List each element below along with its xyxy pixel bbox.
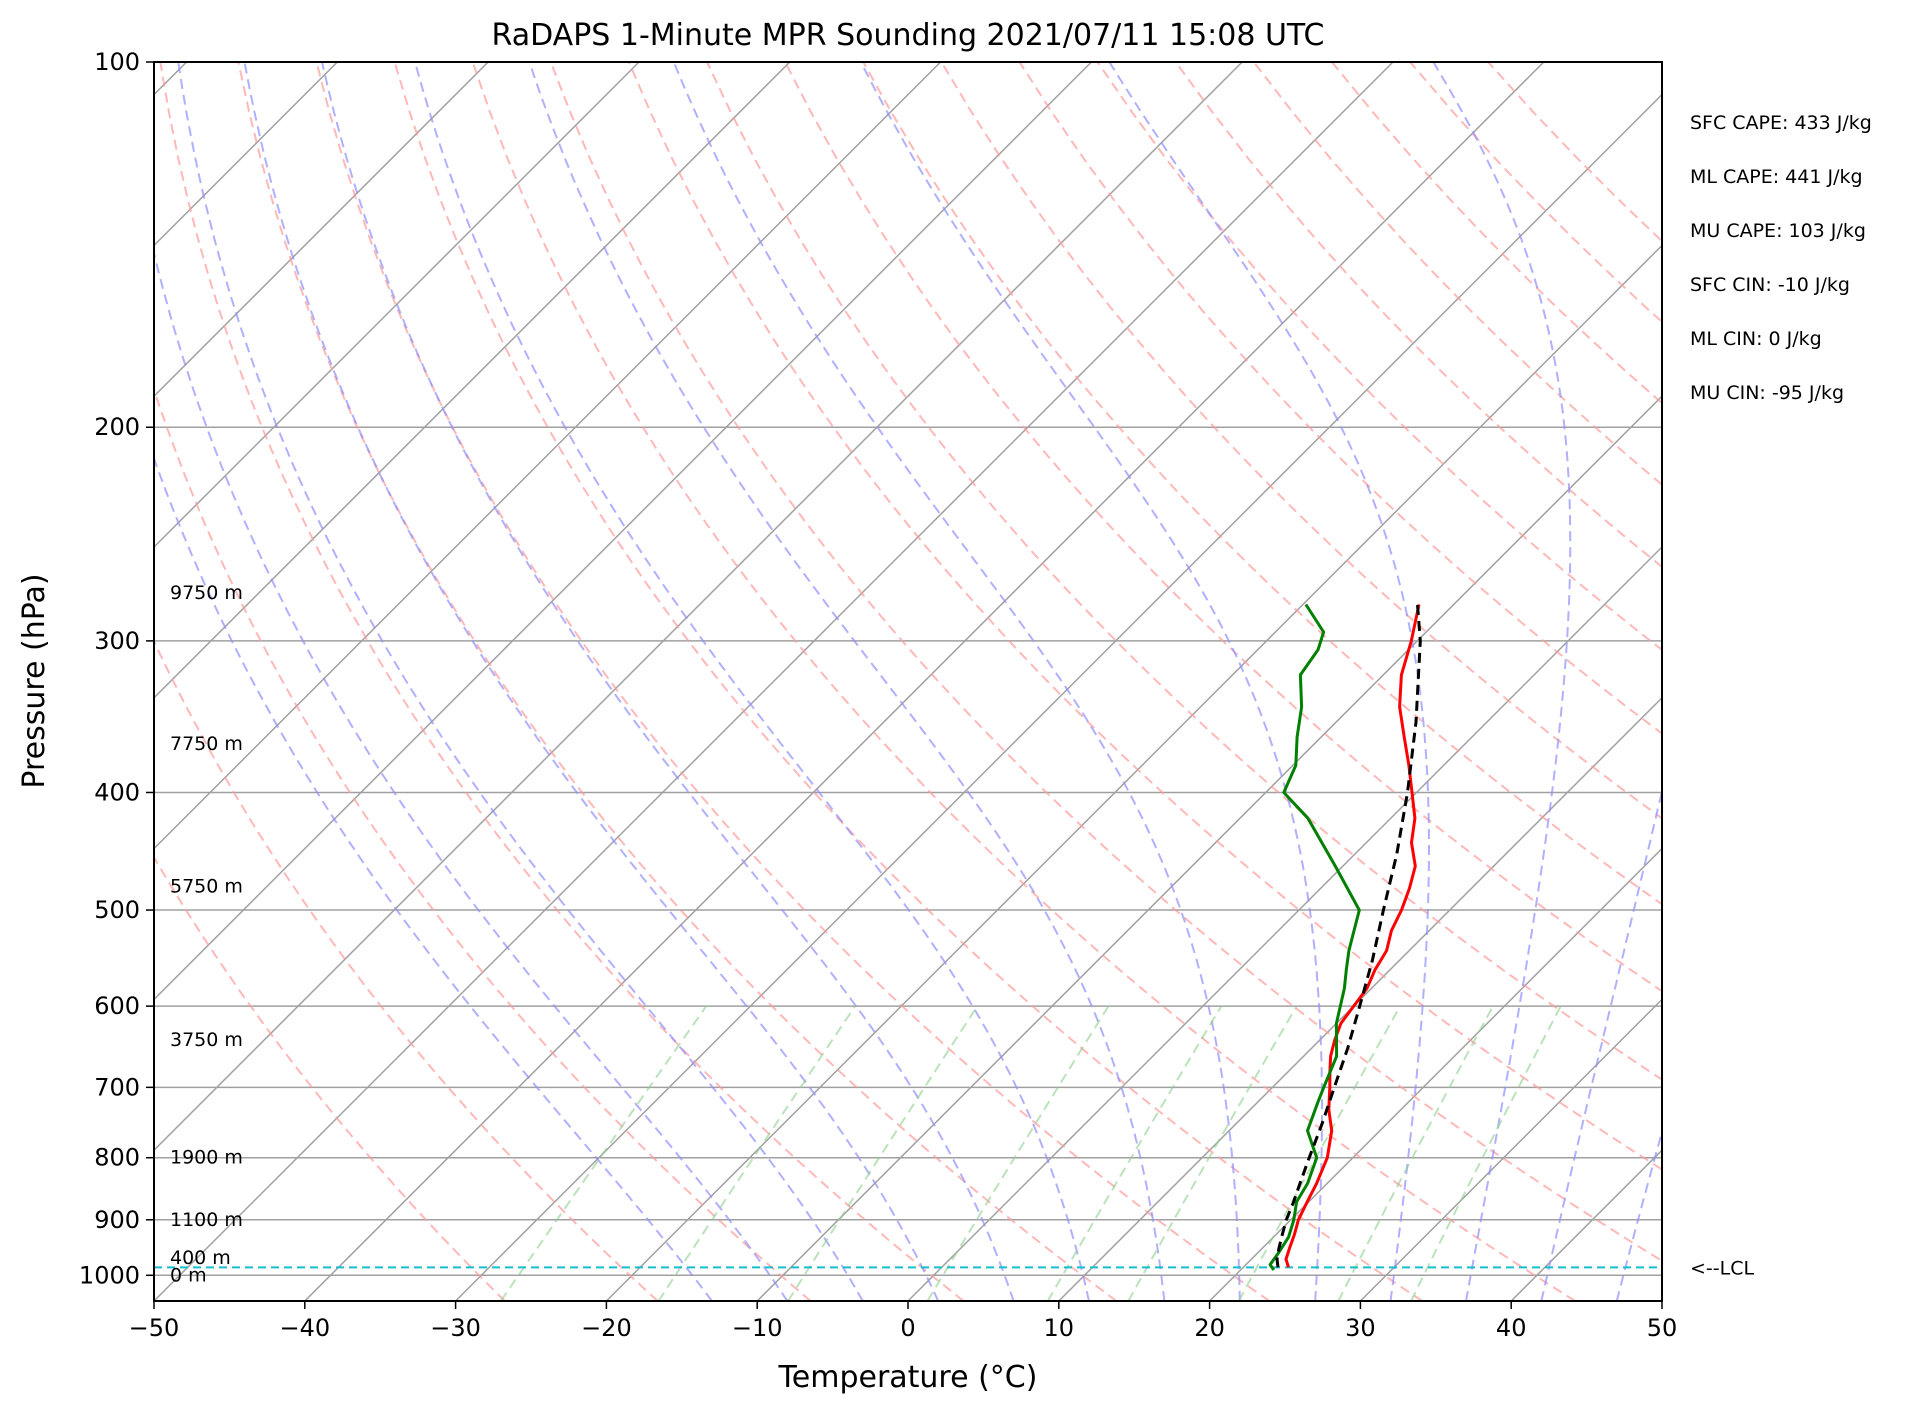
x-axis-ticks: −50 −40 −30 −20 −10 0 10 20 30 40 50 [129,1301,1678,1342]
y-tick-label: 200 [94,413,140,441]
x-tick-label: 0 [900,1314,915,1342]
moist-adiabat-line [154,455,713,1301]
isotherm-line [907,545,1662,1301]
mixing-ratio-line [657,1005,857,1301]
mixing-ratio-line [1238,1005,1402,1301]
lcl-label: <--LCL [1690,1257,1754,1279]
x-tick-label: 30 [1345,1314,1376,1342]
stability-indices: SFC CAPE: 433 J/kg ML CAPE: 441 J/kg MU CA… [1690,112,1872,404]
height-label: 7750 m [170,733,243,755]
dry-adiabat-line [1018,62,1662,735]
mixing-ratio-line [1046,1005,1223,1301]
y-tick-label: 900 [94,1206,140,1234]
moist-adiabat-line [1108,62,1430,1301]
moist-adiabat-line [672,62,1241,1301]
chart-title: RaDAPS 1-Minute MPR Sounding 2021/07/11 … [492,18,1325,53]
dry-adiabat-line [154,386,812,1301]
moist-adiabat-line [528,62,1166,1301]
height-label: 3750 m [170,1029,243,1051]
y-tick-label: 500 [94,896,140,924]
stat-text: SFC CAPE: 433 J/kg [1690,112,1872,134]
isotherm-line [154,62,791,699]
height-label: 9750 m [170,582,243,604]
mixing-ratio-line [1337,1005,1494,1301]
y-tick-label: 400 [94,778,140,806]
y-tick-label: 100 [94,48,140,76]
x-tick-label: 10 [1044,1314,1075,1342]
stat-text: MU CIN: -95 J/kg [1690,382,1844,404]
mixing-ratio-line [787,1005,979,1301]
isotherm-line [154,62,1092,1001]
y-tick-label: 800 [94,1144,140,1172]
isotherm-line [1209,847,1662,1301]
x-tick-label: −20 [581,1314,632,1342]
moist-adiabat-line [177,62,864,1301]
height-label: 5750 m [170,875,243,897]
isotherm-line [605,244,1662,1301]
moist-adiabat-line [1615,1128,1662,1301]
moist-adiabat-line [321,62,1015,1301]
stat-text: ML CAPE: 441 J/kg [1690,166,1863,188]
dry-adiabat-line [940,62,1662,820]
isotherm-line [1058,696,1662,1301]
dry-adiabat-line [159,62,965,1301]
mixing-ratio-line [1410,1005,1562,1301]
dry-adiabat-line [1174,62,1662,569]
height-label: 1900 m [170,1147,243,1169]
moist-adiabat-line [414,62,1090,1301]
isotherm-line [1359,998,1662,1301]
x-tick-label: −10 [732,1314,783,1342]
sounding-profiles [1268,603,1422,1271]
dry-adiabat-line [627,62,1662,1171]
dry-adiabat-line [154,855,506,1301]
dewpoint-profile-line [1268,603,1361,1271]
x-tick-label: 20 [1194,1314,1225,1342]
y-tick-label: 600 [94,992,140,1020]
height-label: 400 m [170,1247,231,1269]
y-axis-ticks: 100 200 300 400 500 600 700 800 900 1000 [79,48,154,1289]
background-reference-lines [154,62,1662,1301]
isotherm-line [304,62,1545,1301]
y-tick-label: 700 [94,1073,140,1101]
dry-adiabat-line [471,62,1576,1301]
parcel-profile-line [1275,604,1422,1268]
isotherm-line [154,62,640,549]
height-label: 1100 m [170,1209,243,1231]
x-tick-label: −50 [129,1314,180,1342]
dry-adiabat-line [154,638,659,1301]
isotherm-line [756,395,1662,1301]
isotherm-line [154,62,1394,1301]
isotherm-line [455,93,1662,1301]
dry-adiabat-line [549,62,1662,1263]
isotherm-line [154,62,942,850]
x-tick-label: 40 [1496,1314,1527,1342]
height-label: 0 m [170,1264,207,1286]
dry-adiabat-line [393,62,1423,1301]
mixing-ratio-line [1127,1005,1298,1301]
x-tick-label: 50 [1647,1314,1678,1342]
moist-adiabat-line [1432,62,1572,1301]
dry-adiabat-line [784,62,1662,993]
mixing-ratio-line [926,1005,1110,1301]
moist-adiabat-line [859,62,1323,1301]
moist-adiabat-line [1540,786,1662,1301]
y-tick-label: 1000 [79,1261,140,1289]
x-tick-label: −30 [430,1314,481,1342]
moist-adiabat-line [243,62,940,1301]
y-tick-label: 300 [94,627,140,655]
x-tick-label: −40 [279,1314,330,1342]
stat-text: SFC CIN: -10 J/kg [1690,274,1850,296]
isotherm-line [154,62,489,398]
stat-text: MU CAPE: 103 J/kg [1690,220,1866,242]
x-axis-label: Temperature (°C) [778,1360,1038,1395]
y-axis-label: Pressure (hPa) [17,573,52,788]
moist-adiabat-line [154,248,789,1301]
isotherm-line [154,62,1243,1152]
stat-text: ML CIN: 0 J/kg [1690,328,1822,350]
